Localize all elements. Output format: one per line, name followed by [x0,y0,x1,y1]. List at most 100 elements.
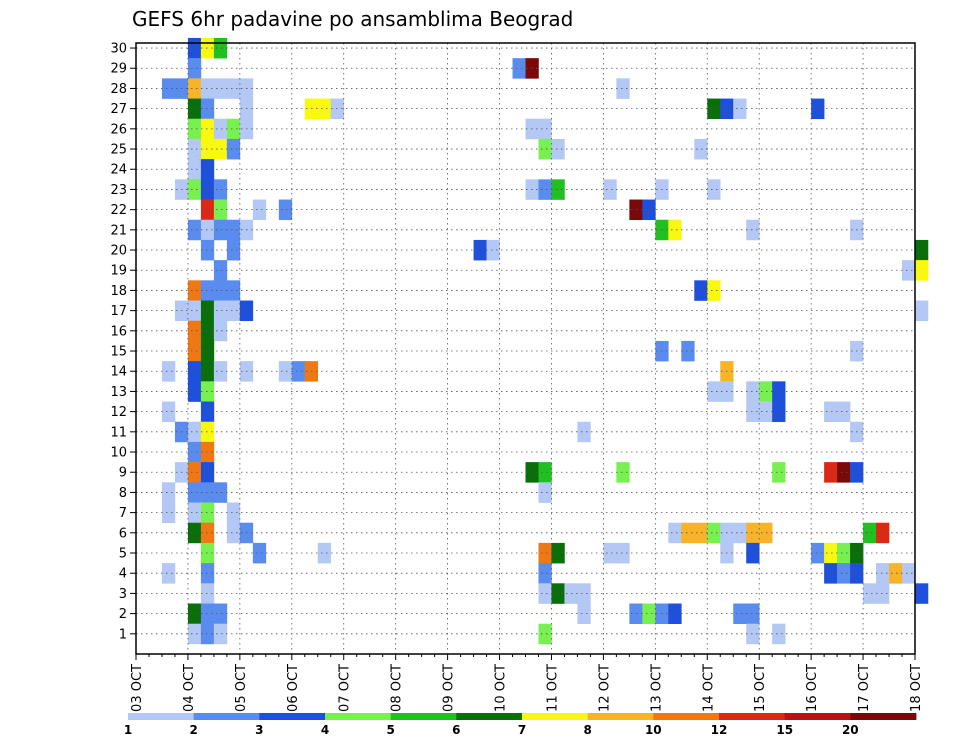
heatmap-cell [902,563,916,584]
heatmap-cell [187,603,202,624]
y-tick-label: 11 [110,425,127,440]
heatmap-cell [538,563,552,584]
heatmap-cell [577,421,591,443]
y-tick-label: 26 [110,122,127,137]
colorbar-swatch [390,713,457,720]
y-tick-label: 3 [119,587,127,602]
heatmap-cell [668,603,682,624]
colorbar-label: 8 [584,723,592,737]
x-tick-label: 16 OCT [805,664,820,712]
heatmap-cell [551,179,565,200]
colorbar-label: 15 [776,723,793,737]
heatmap-cell [915,300,929,322]
x-axis: 03 OCT 04 OCT 05 OCT 06 OCT 07 OCT 08 OCT 09 O… [130,654,924,712]
x-tick-label: 17 OCT [857,664,872,712]
heatmap-cell [538,138,552,160]
heatmap-cell [187,623,202,645]
heatmap-cell [538,482,552,503]
heatmap-cell [707,179,721,200]
heatmap-cell [694,522,708,544]
colorbar-swatch [850,713,917,720]
heatmap-cell [226,300,241,322]
heatmap-cell [746,623,760,645]
heatmap-cell [707,280,721,301]
heatmap-cell [187,441,202,463]
heatmap-cell [616,462,630,483]
heatmap-cell [200,280,215,301]
colorbar-swatch [653,713,720,720]
heatmap-cell [252,199,267,221]
heatmap-cell [200,199,215,221]
heatmap-cell [200,421,215,443]
heatmap-cell [226,219,241,241]
y-tick-label: 13 [110,385,127,400]
y-tick-label: 9 [119,466,127,481]
x-tick-label: 11 OCT [546,664,561,712]
colorbar-label: 7 [518,723,526,737]
x-tick-label: 10 OCT [494,664,509,712]
heatmap-cell [538,583,552,604]
heatmap-cell [161,401,176,423]
heatmap-cell [187,320,202,342]
heatmap-cell [278,199,293,221]
heatmap-cell [213,179,228,200]
x-tick-label: 04 OCT [182,664,197,712]
heatmap-cell [187,37,202,59]
heatmap-cell [200,320,215,342]
heatmap-cell [213,361,228,382]
heatmap-cell [252,542,267,564]
colorbar-label: 2 [190,723,198,737]
heatmap-cell [551,583,565,604]
heatmap-cell [837,542,851,564]
x-tick-label: 06 OCT [286,664,301,712]
y-tick-label: 16 [110,324,127,339]
heatmap-cell [200,98,215,120]
heatmap-cell [200,219,215,241]
heatmap-cell [213,300,228,322]
colorbar-swatch [193,713,260,720]
heatmap-cell [642,603,656,624]
heatmap-cell [200,118,215,140]
heatmap-cell [213,482,228,503]
heatmap-cell [551,542,565,564]
y-tick-label: 27 [110,102,127,117]
heatmap-cell [226,78,241,99]
x-tick-label: 03 OCT [130,664,145,712]
x-tick-label: 13 OCT [649,664,664,712]
heatmap-cell [538,118,552,140]
heatmap-cell [200,159,215,180]
heatmap-cell [200,563,215,584]
x-tick-label: 15 OCT [753,664,768,712]
y-tick-label: 10 [110,446,127,461]
colorbar-swatch [784,713,851,720]
heatmap-cell [187,138,202,160]
heatmap-cell [226,239,241,261]
heatmap-cell [200,138,215,160]
heatmap-cell [187,421,202,443]
heatmap-cell [187,159,202,180]
heatmap-cell [642,199,656,221]
heatmap-cell [187,340,202,362]
heatmap-cell [824,462,838,483]
heatmap-cell [200,482,215,503]
heatmap-cell [200,502,215,524]
chart-title: GEFS 6hr padavine po ansamblima Beograd [132,7,573,31]
x-tick-label: 12 OCT [597,664,612,712]
colorbar-label: 6 [452,723,460,737]
heatmap-cell [278,361,293,382]
heatmap-cell [161,78,176,99]
heatmap-cell [876,583,890,604]
heatmap-cell [200,583,215,604]
heatmap-cell [200,361,215,382]
heatmap-cell [824,542,838,564]
heatmap-cell [213,37,228,59]
y-tick-label: 29 [110,62,127,77]
heatmap-cell [668,219,682,241]
x-tick-label: 07 OCT [338,664,353,712]
y-tick-label: 21 [110,223,127,238]
y-tick-label: 2 [119,607,127,622]
colorbar-label: 12 [711,723,728,737]
heatmap-cell [226,502,241,524]
y-tick-label: 1 [119,627,127,642]
colorbar-swatch [259,713,326,720]
